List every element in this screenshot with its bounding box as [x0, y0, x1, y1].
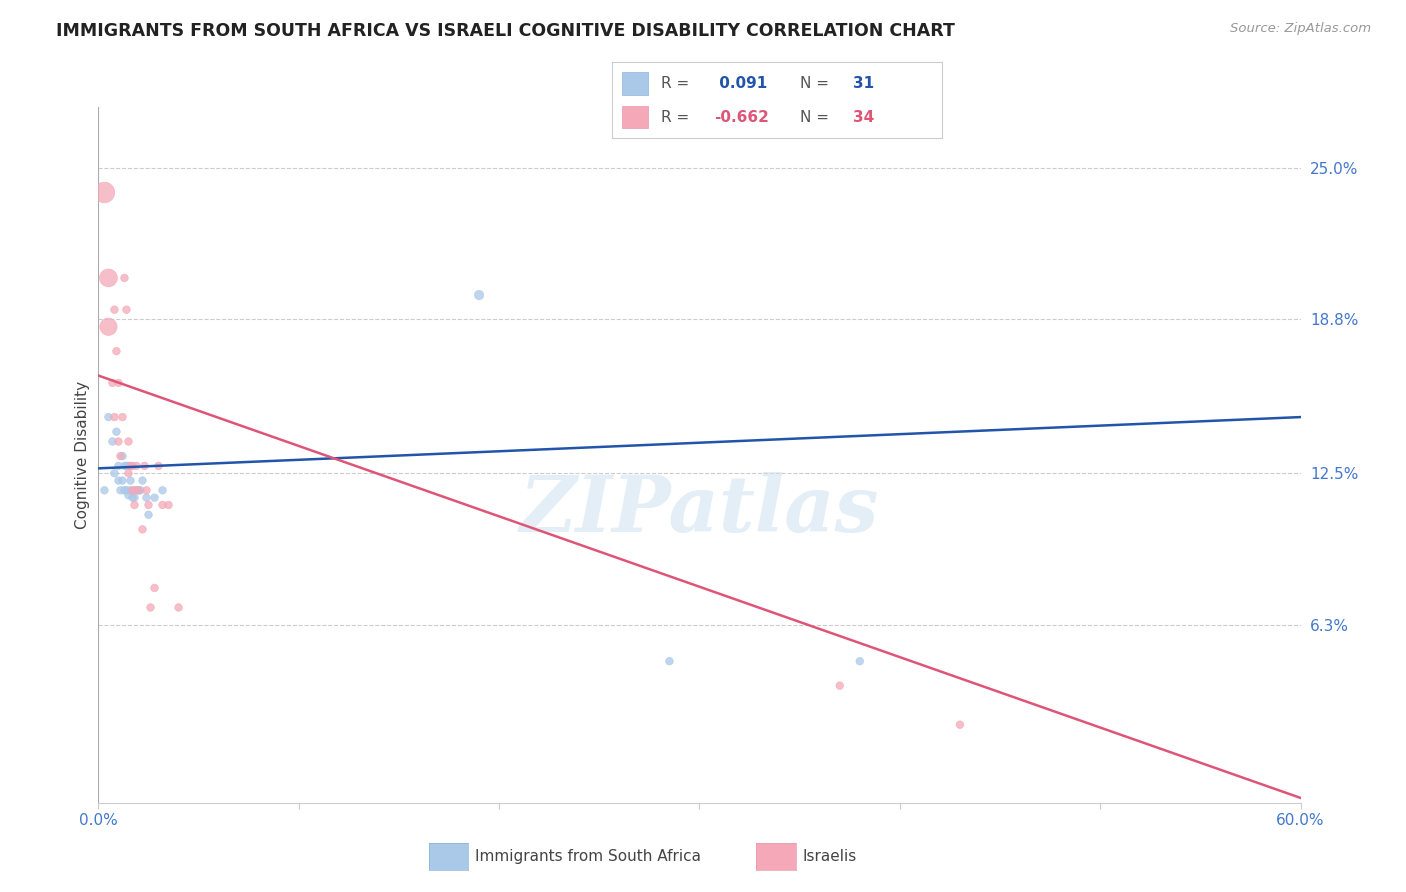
- Point: [120, 483, 142, 498]
- Point: [131, 522, 153, 536]
- Point: [134, 458, 156, 473]
- Point: [111, 474, 134, 488]
- Point: [107, 434, 129, 449]
- Text: ZIPatlas: ZIPatlas: [520, 473, 879, 549]
- Point: [849, 654, 872, 668]
- Point: [658, 654, 681, 668]
- Point: [117, 467, 139, 481]
- Point: [107, 458, 129, 473]
- Point: [107, 474, 129, 488]
- Bar: [621, 72, 648, 95]
- Point: [121, 483, 143, 498]
- Point: [110, 449, 132, 463]
- Bar: [621, 105, 648, 128]
- Point: [111, 449, 134, 463]
- Text: 34: 34: [853, 110, 875, 125]
- Point: [128, 483, 150, 498]
- Point: [143, 491, 166, 505]
- Point: [152, 483, 174, 498]
- Text: Source: ZipAtlas.com: Source: ZipAtlas.com: [1230, 22, 1371, 36]
- Point: [110, 483, 132, 498]
- Point: [468, 288, 491, 302]
- Point: [117, 488, 139, 502]
- Point: [148, 458, 170, 473]
- Point: [105, 344, 128, 359]
- Point: [124, 498, 146, 512]
- Point: [93, 186, 115, 200]
- Point: [125, 483, 148, 498]
- Point: [143, 581, 166, 595]
- Point: [121, 491, 143, 505]
- Text: Israelis: Israelis: [803, 849, 858, 863]
- Point: [103, 410, 125, 425]
- Point: [117, 434, 139, 449]
- Text: R =: R =: [661, 110, 689, 125]
- Point: [97, 271, 120, 285]
- Point: [124, 491, 146, 505]
- Point: [125, 458, 148, 473]
- Text: -0.662: -0.662: [714, 110, 769, 125]
- Point: [131, 474, 153, 488]
- Point: [103, 467, 125, 481]
- Point: [114, 458, 136, 473]
- Point: [114, 483, 136, 498]
- Text: IMMIGRANTS FROM SOUTH AFRICA VS ISRAELI COGNITIVE DISABILITY CORRELATION CHART: IMMIGRANTS FROM SOUTH AFRICA VS ISRAELI …: [56, 22, 955, 40]
- Point: [138, 498, 160, 512]
- Text: 31: 31: [853, 76, 875, 91]
- Point: [152, 498, 174, 512]
- Text: Immigrants from South Africa: Immigrants from South Africa: [475, 849, 702, 863]
- Point: [93, 483, 115, 498]
- Point: [107, 376, 129, 390]
- Point: [117, 458, 139, 473]
- Point: [129, 483, 152, 498]
- Point: [97, 410, 120, 425]
- Point: [103, 302, 125, 317]
- Point: [101, 376, 124, 390]
- Point: [949, 717, 972, 731]
- Y-axis label: Cognitive Disability: Cognitive Disability: [75, 381, 90, 529]
- Point: [101, 434, 124, 449]
- Text: 0.091: 0.091: [714, 76, 768, 91]
- Point: [121, 458, 143, 473]
- Point: [120, 474, 142, 488]
- Point: [115, 302, 138, 317]
- Text: N =: N =: [800, 76, 830, 91]
- Point: [828, 679, 851, 693]
- Point: [115, 458, 138, 473]
- Point: [124, 483, 146, 498]
- Point: [114, 271, 136, 285]
- Point: [135, 483, 157, 498]
- Point: [115, 483, 138, 498]
- Point: [138, 508, 160, 522]
- Point: [111, 410, 134, 425]
- Point: [128, 483, 150, 498]
- Point: [157, 498, 180, 512]
- Point: [105, 425, 128, 439]
- Text: R =: R =: [661, 76, 689, 91]
- Point: [97, 319, 120, 334]
- Point: [135, 491, 157, 505]
- Text: N =: N =: [800, 110, 830, 125]
- Point: [167, 600, 190, 615]
- Point: [120, 458, 142, 473]
- Point: [139, 600, 162, 615]
